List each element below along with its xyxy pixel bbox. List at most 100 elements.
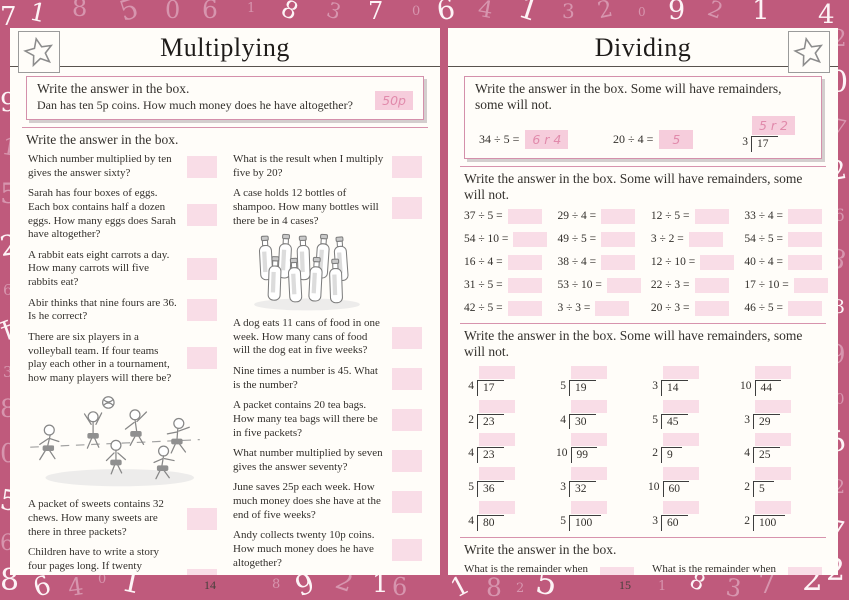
answer-box[interactable] (694, 208, 729, 224)
answer-box[interactable] (595, 300, 630, 316)
answer-box[interactable] (187, 155, 217, 178)
answer-box[interactable] (788, 208, 822, 224)
question-text: Children have to write a story four page… (28, 546, 160, 575)
long-division-problem: 5 36 (464, 467, 546, 497)
answer-box[interactable] (571, 500, 607, 514)
answer-box[interactable] (187, 258, 217, 281)
answer-box[interactable] (600, 567, 634, 575)
answer-box[interactable] (755, 500, 791, 514)
answer-box[interactable] (392, 196, 422, 219)
answer-box[interactable] (606, 277, 641, 293)
answer-box[interactable] (507, 254, 542, 270)
answer-box[interactable] (187, 203, 217, 226)
answer-box[interactable] (788, 300, 822, 316)
decor-number: 2 (516, 581, 525, 596)
answer-box[interactable] (479, 365, 515, 379)
answer-box[interactable] (663, 365, 699, 379)
division-expression: 54 ÷ 10 = (464, 233, 509, 246)
long-division-bracket: 4 17 (464, 379, 546, 396)
answer-box[interactable] (187, 347, 217, 370)
long-division-problem: 4 17 (464, 365, 546, 396)
answer-box[interactable] (694, 300, 729, 316)
long-division-bracket: 5 100 (556, 514, 638, 531)
long-division-bracket: 2 100 (740, 514, 822, 531)
dividend: 45 (661, 413, 688, 430)
answer-box[interactable] (663, 433, 699, 447)
dividend: 80 (477, 514, 504, 531)
long-division-bracket: 5 19 (556, 379, 638, 396)
decor-number: 1 (752, 0, 770, 26)
dividend: 9 (661, 447, 682, 464)
question-row: What number multiplied by seven gives th… (233, 447, 422, 474)
decor-number: 9 (668, 0, 686, 26)
answer-box[interactable] (479, 433, 515, 447)
decor-number: 1 (247, 1, 256, 16)
answer-box[interactable] (571, 365, 607, 379)
answer-box[interactable] (663, 399, 699, 413)
answer-box[interactable] (507, 277, 542, 293)
answer-box[interactable] (755, 467, 791, 481)
answer-box[interactable] (700, 254, 735, 270)
division-problem: 12 ÷ 5 = (651, 208, 734, 224)
answer-box[interactable] (755, 399, 791, 413)
answer-box[interactable] (755, 365, 791, 379)
question-row: Abir thinks that nine fours are 36. Is h… (28, 297, 217, 324)
question-text: Andy collects twenty 10p coins. How much… (233, 529, 375, 569)
answer-box[interactable] (571, 399, 607, 413)
answer-box[interactable] (788, 567, 822, 575)
long-division-bracket: 4 23 (464, 447, 546, 464)
decor-number: 0 (412, 4, 421, 19)
answer-box[interactable] (392, 408, 422, 431)
question-text: A rabbit eats eight carrots a day. How m… (28, 248, 170, 288)
answer-box[interactable] (187, 507, 217, 530)
division-expression: 16 ÷ 4 = (464, 256, 503, 269)
division-problem: 12 ÷ 10 = (651, 254, 735, 270)
answer-box[interactable] (479, 467, 515, 481)
answer-box[interactable] (755, 433, 791, 447)
answer-box[interactable] (788, 231, 822, 247)
answer-box[interactable] (663, 500, 699, 514)
answer-box[interactable] (479, 500, 515, 514)
question-row: A case holds 12 bottles of shampoo. How … (233, 187, 422, 228)
answer-box[interactable] (793, 277, 828, 293)
question-text: Nine times a number is 45. What is the n… (233, 365, 378, 391)
answer-box[interactable] (513, 231, 548, 247)
answer-box[interactable] (392, 367, 422, 390)
divisor: 5 (560, 379, 566, 392)
answer-box[interactable] (688, 231, 723, 247)
answer-box[interactable] (479, 399, 515, 413)
answer-box[interactable] (507, 300, 542, 316)
question-text: June saves 25p each week. How much money… (233, 481, 381, 521)
answer-box[interactable] (187, 569, 217, 575)
example-problem: 34 ÷ 5 = 6 r 4 (479, 129, 569, 149)
divisor: 3 (652, 379, 658, 392)
example-problems: 34 ÷ 5 = 6 r 4 20 ÷ 4 = 5 5 r 2 3 17 (475, 113, 811, 152)
dividend: 19 (569, 379, 596, 396)
answer-box[interactable] (187, 299, 217, 322)
answer-box[interactable] (392, 449, 422, 472)
long-division-bracket: 3 14 (648, 379, 730, 396)
answer-box[interactable] (571, 467, 607, 481)
answer-box[interactable] (392, 155, 422, 178)
answer-box[interactable] (392, 326, 422, 349)
answer-box[interactable] (601, 208, 636, 224)
long-division-problem: 2 23 (464, 399, 546, 430)
answer-box[interactable] (507, 208, 542, 224)
answer-box[interactable] (788, 254, 822, 270)
answer-box[interactable] (392, 538, 422, 561)
decor-number: 8 (486, 573, 502, 600)
dividend: 25 (753, 447, 780, 464)
answer-box[interactable] (601, 254, 636, 270)
answer-box[interactable] (392, 490, 422, 513)
question-text: What is the remainder when 42 is divided… (652, 562, 777, 575)
divisor: 4 (744, 447, 750, 460)
answer-box[interactable] (694, 277, 729, 293)
long-division-problem: 5 19 (556, 365, 638, 396)
answer-box[interactable] (663, 467, 699, 481)
decor-number: 6 (202, 0, 218, 24)
shampoo-bottles-illustration (254, 233, 360, 311)
answer-box[interactable] (571, 433, 607, 447)
answer-box[interactable] (601, 231, 636, 247)
